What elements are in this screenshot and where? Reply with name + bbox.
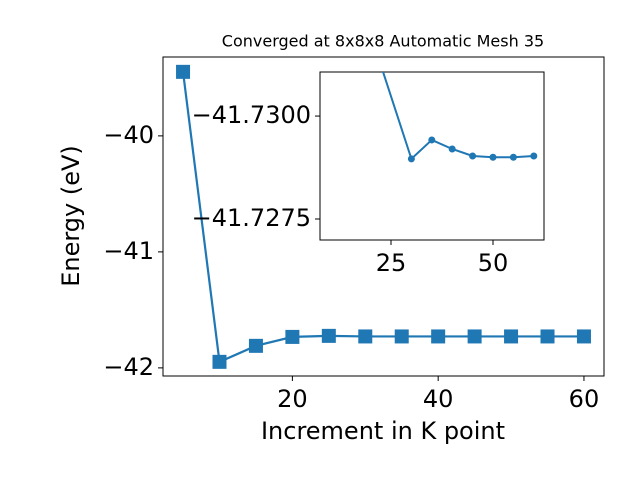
marker [407, 155, 415, 163]
marker [212, 354, 227, 369]
marker [285, 329, 300, 344]
y-tick-label: −42 [103, 353, 154, 381]
chart-title: Converged at 8x8x8 Automatic Mesh 35 [222, 32, 544, 51]
marker [469, 152, 477, 160]
marker [576, 329, 591, 344]
y-tick-label: −40 [103, 121, 154, 149]
x-tick-label: 25 [376, 249, 407, 277]
marker [509, 153, 517, 161]
x-tick-label: 20 [277, 385, 308, 413]
marker [394, 329, 409, 344]
y-tick-label: −41.7275 [192, 204, 311, 232]
marker [540, 329, 555, 344]
x-tick-label: 40 [423, 385, 454, 413]
y-tick-label: −41 [103, 237, 154, 265]
y-tick-label: −41.7300 [192, 101, 311, 129]
marker [504, 329, 519, 344]
x-axis-label: Increment in K point [261, 417, 505, 445]
marker [431, 329, 446, 344]
marker [530, 152, 538, 160]
marker [489, 153, 497, 161]
marker [176, 64, 191, 79]
marker [248, 338, 263, 353]
marker [321, 328, 336, 343]
marker [428, 136, 436, 144]
plot-area [319, 71, 545, 241]
marker [467, 329, 482, 344]
marker [358, 329, 373, 344]
marker [448, 145, 456, 153]
x-tick-label: 50 [478, 249, 509, 277]
x-tick-label: 60 [569, 385, 600, 413]
y-axis-label: Energy (eV) [57, 145, 85, 287]
